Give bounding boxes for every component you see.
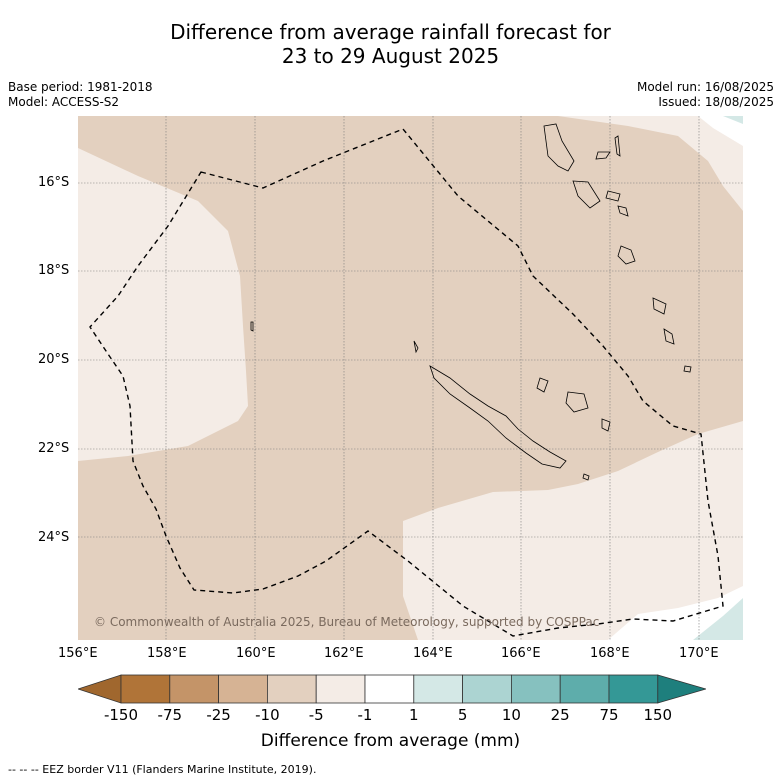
ambae: [595, 151, 611, 160]
meta-right: Model run: 16/08/2025 Issued: 18/08/2025: [637, 80, 774, 110]
belep-islands: [413, 340, 419, 354]
forecast-fill-neutral-topright: [698, 116, 743, 146]
chesterfield-islands: [250, 321, 254, 332]
chart-title: Difference from average rainfall forecas…: [0, 20, 781, 68]
lon-label-158e: 158°E: [147, 646, 187, 661]
colorbar-segments: [78, 674, 706, 704]
forecast-fill-neutral-bottom: [608, 586, 743, 640]
colorbar-extend-low: [78, 674, 122, 704]
epi: [605, 190, 621, 202]
copyright-notice: © Commonwealth of Australia 2025, Bureau…: [94, 615, 600, 629]
colorbar-segment: [315, 674, 366, 704]
colorbar-tick-label: -5: [308, 706, 324, 724]
model-run: Model run: 16/08/2025: [636, 80, 774, 94]
colorbar-tick-label: 1: [409, 706, 419, 724]
lon-label-164e: 164°E: [413, 646, 453, 661]
colorbar-tick-label: 150: [643, 706, 673, 724]
forecast-fill-slight-bottom: [403, 421, 743, 640]
issued-date: Issued: 18/08/2025: [658, 95, 774, 109]
lat-label-22s: 22°S: [38, 441, 70, 456]
colorbar-segment: [266, 674, 317, 704]
title-line-2: 23 to 29 August 2025: [281, 44, 500, 68]
colorbar-segment: [120, 674, 171, 704]
colorbar-tick-label: 25: [550, 706, 570, 724]
tanna: [663, 328, 675, 345]
lon-label-162e: 162°E: [324, 646, 364, 661]
eez-footnote: -- -- -- EEZ border V11 (Flanders Marine…: [8, 763, 317, 776]
efate: [617, 245, 636, 265]
colorbar: [78, 674, 706, 704]
model-name: Model: ACCESS-S2: [8, 95, 120, 109]
coastlines: [250, 123, 692, 481]
malekula: [572, 180, 601, 209]
lat-label-18s: 18°S: [38, 263, 70, 278]
colorbar-segment: [218, 674, 268, 704]
forecast-fill-wet-bottom: [693, 598, 743, 640]
colorbar-segment: [364, 674, 415, 704]
lat-label-16s: 16°S: [38, 175, 70, 190]
colorbar-tick-label: 10: [501, 706, 521, 724]
eez-border: [89, 128, 724, 637]
lon-label-160e: 160°E: [236, 646, 276, 661]
colorbar-tick-label: 5: [457, 706, 468, 724]
new-caledonia-main: [429, 365, 567, 469]
ouvea: [536, 377, 549, 393]
map-panel: [78, 116, 743, 640]
colorbar-segment: [608, 674, 659, 704]
title-line-1: Difference from average rainfall forecas…: [170, 20, 611, 44]
colorbar-tick-label: -75: [157, 706, 183, 724]
colorbar-segment: [559, 674, 610, 704]
colorbar-tick-label: 75: [599, 706, 619, 724]
isle-of-pines: [582, 473, 590, 481]
mare: [601, 418, 611, 432]
maewo: [614, 135, 621, 157]
colorbar-tick-label: -10: [255, 706, 280, 724]
lon-label-170e: 170°E: [679, 646, 719, 661]
colorbar-tick-label: -1: [357, 706, 373, 724]
map-svg: [78, 116, 743, 640]
lifou: [565, 391, 589, 413]
colorbar-tick-label: -25: [206, 706, 231, 724]
aneityum: [683, 365, 692, 373]
lon-label-166e: 166°E: [501, 646, 541, 661]
meta-left: Base period: 1981-2018 Model: ACCESS-S2: [8, 80, 153, 110]
colorbar-segment: [413, 674, 463, 704]
colorbar-segment: [462, 674, 512, 704]
lat-label-24s: 24°S: [38, 530, 70, 545]
colorbar-extend-high: [657, 674, 706, 704]
colorbar-segment: [510, 674, 561, 704]
shepherd-islands: [617, 205, 629, 217]
lat-label-20s: 20°S: [38, 352, 70, 367]
forecast-fill-slight-left: [78, 148, 248, 461]
forecast-fill-wet-topright: [723, 116, 743, 124]
lon-label-168e: 168°E: [590, 646, 630, 661]
base-period: Base period: 1981-2018: [8, 80, 153, 94]
colorbar-tick-label: -150: [103, 706, 139, 724]
erromango: [652, 297, 667, 315]
colorbar-segment: [169, 674, 220, 704]
espiritu-santo: [543, 123, 575, 172]
graticule: [78, 116, 743, 640]
colorbar-title: Difference from average (mm): [260, 731, 521, 751]
lon-label-156e: 156°E: [58, 646, 98, 661]
forecast-fill-slight-topright: [558, 116, 743, 211]
